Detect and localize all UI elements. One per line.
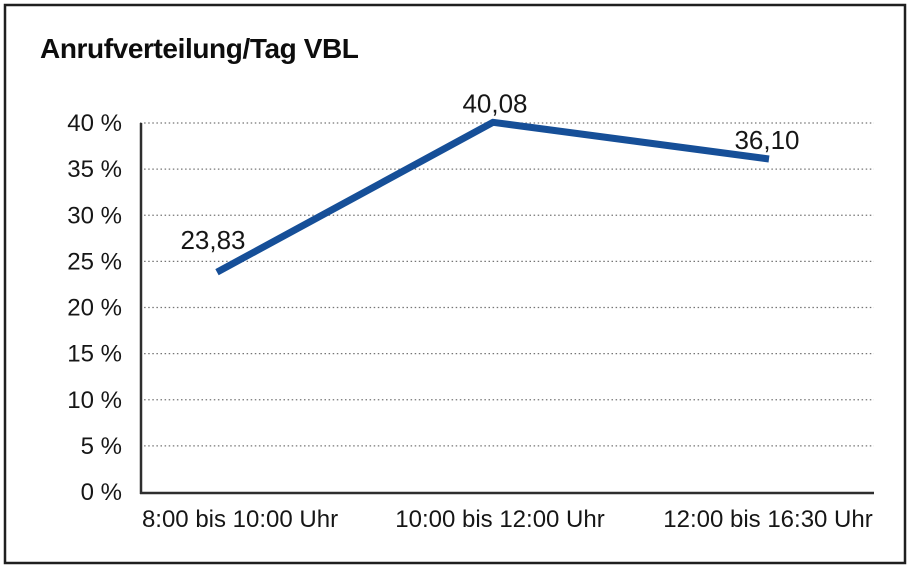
y-tick-label: 5 % xyxy=(81,433,122,460)
y-tick-label: 40 % xyxy=(67,110,122,137)
chart-border xyxy=(3,3,907,565)
y-tick-label: 0 % xyxy=(81,479,122,506)
x-category-label: 12:00 bis 16:30 Uhr xyxy=(663,506,872,533)
y-tick-label: 25 % xyxy=(67,248,122,275)
chart-title: Anrufverteilung/Tag VBL xyxy=(40,33,359,64)
y-tick-label: 35 % xyxy=(67,156,122,183)
data-point-label: 36,10 xyxy=(734,125,799,155)
data-line xyxy=(215,118,770,276)
y-tick-label: 15 % xyxy=(67,341,122,368)
x-category-label: 10:00 bis 12:00 Uhr xyxy=(395,506,604,533)
y-tick-label: 10 % xyxy=(67,387,122,414)
x-category-label: 8:00 bis 10:00 Uhr xyxy=(142,506,338,533)
data-point-label: 23,83 xyxy=(180,225,245,255)
plot-area: 0 % 5 % 10 % 15 % 20 % 25 % 30 % 35 % 40 % 23,83 4… xyxy=(67,88,874,533)
data-point-label: 40,08 xyxy=(462,88,527,118)
y-tick-label: 20 % xyxy=(67,295,122,322)
y-tick-label: 30 % xyxy=(67,202,122,229)
